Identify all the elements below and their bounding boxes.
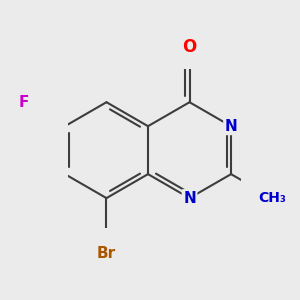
Text: CH₃: CH₃ [259,191,286,205]
Text: F: F [18,95,28,110]
Text: N: N [183,190,196,206]
Text: N: N [225,119,237,134]
Text: Br: Br [97,246,116,261]
Text: O: O [182,38,197,56]
